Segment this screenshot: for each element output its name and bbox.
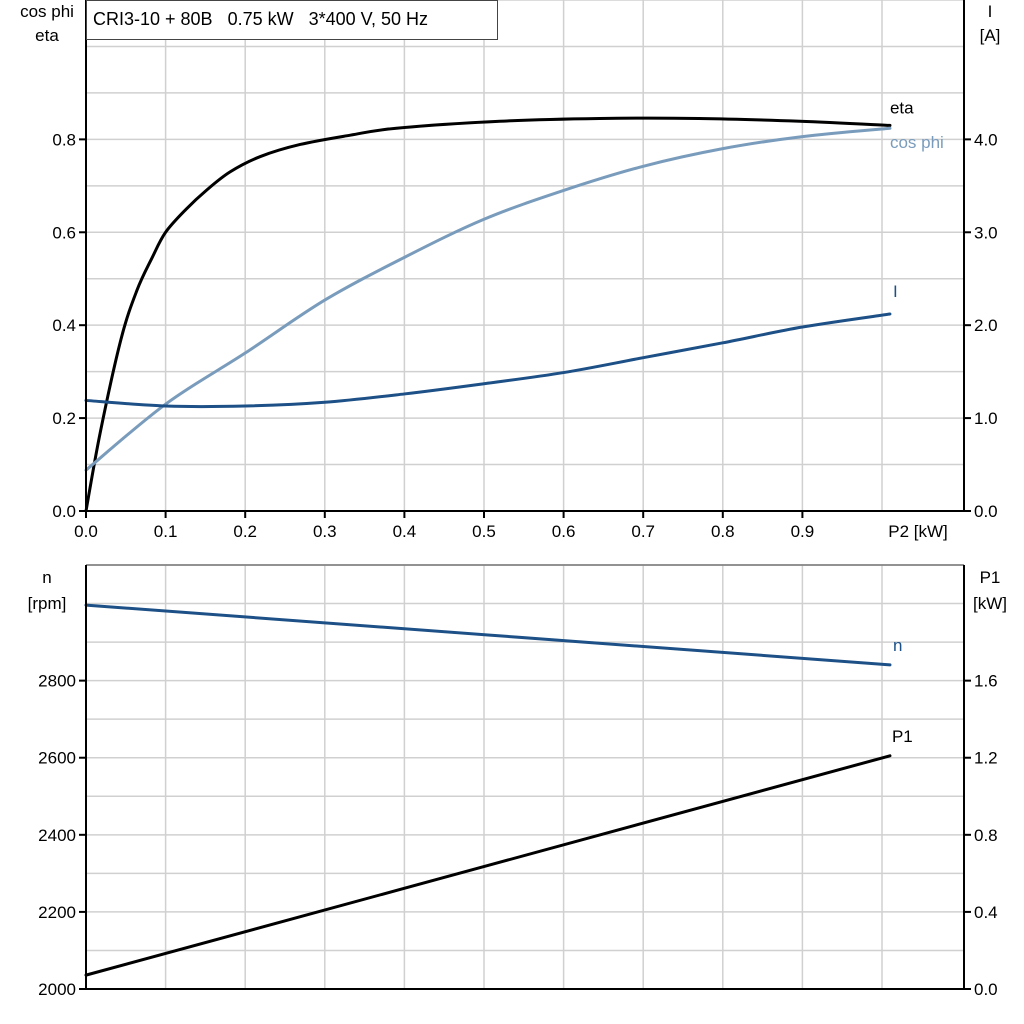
left-tick-label: 2400 <box>38 826 76 845</box>
x-tick-label: 0.5 <box>472 522 496 541</box>
series-label-eta: eta <box>890 98 914 117</box>
x-tick-label: 0.1 <box>154 522 178 541</box>
x-tick-label: 0.0 <box>74 522 98 541</box>
left-axis-unit: eta <box>35 26 59 45</box>
series-label-P1: P1 <box>892 727 913 746</box>
left-axis-unit: [rpm] <box>28 594 67 613</box>
title-box <box>86 0 498 40</box>
left-axis-title: n <box>42 568 51 587</box>
tick-labels: 0.0 0.2 0.4 0.6 0.8 0.0 1.0 2.0 3.0 4.0 cos phi eta… <box>20 2 1007 999</box>
top-grid <box>86 0 964 511</box>
series-I <box>84 312 892 409</box>
right-tick-label: 4.0 <box>974 130 998 149</box>
x-tick-label: 0.9 <box>791 522 815 541</box>
left-tick-label: 2800 <box>38 672 76 691</box>
x-tick-label: 0.3 <box>313 522 337 541</box>
x-tick-label: 0.8 <box>711 522 735 541</box>
series-label-cos-phi: cos phi <box>890 133 944 152</box>
right-axis-unit: [kW] <box>973 594 1007 613</box>
series-lines <box>84 116 892 977</box>
right-axis-title: P1 <box>980 568 1001 587</box>
right-tick-label: 1.0 <box>974 409 998 428</box>
left-tick-label: 2600 <box>38 749 76 768</box>
series-label-I: I <box>893 282 898 301</box>
series-cos-phi <box>84 126 892 472</box>
right-tick-label: 2.0 <box>974 316 998 335</box>
x-tick-label: 0.2 <box>233 522 257 541</box>
left-tick-label: 0.8 <box>52 130 76 149</box>
right-tick-label: 0.0 <box>974 980 998 999</box>
right-tick-label: 1.2 <box>974 749 998 768</box>
bottom-grid <box>86 564 964 989</box>
right-tick-label: 3.0 <box>974 223 998 242</box>
x-tick-label: 0.7 <box>631 522 655 541</box>
right-axis-unit: [A] <box>980 26 1001 45</box>
right-tick-label: 0.0 <box>974 502 998 521</box>
x-tick-label: 0.4 <box>393 522 417 541</box>
left-axis-title: cos phi <box>20 2 74 21</box>
left-tick-label: 0.2 <box>52 409 76 428</box>
left-tick-label: 2000 <box>38 980 76 999</box>
right-axis-title: I <box>988 2 993 21</box>
series-label-n: n <box>893 636 902 655</box>
left-tick-label: 0.6 <box>52 223 76 242</box>
left-tick-label: 0.0 <box>52 502 76 521</box>
x-tick-label: 0.6 <box>552 522 576 541</box>
axes <box>79 0 971 990</box>
left-tick-label: 0.4 <box>52 316 76 335</box>
series-P1 <box>84 754 892 977</box>
series-eta <box>84 116 892 513</box>
right-tick-label: 1.6 <box>974 672 998 691</box>
chart-title: CRI3-10 + 80B 0.75 kW 3*400 V, 50 Hz <box>93 9 428 29</box>
x-axis-title: P2 [kW] <box>888 522 948 541</box>
right-tick-label: 0.8 <box>974 826 998 845</box>
left-tick-label: 2200 <box>38 903 76 922</box>
right-tick-label: 0.4 <box>974 903 998 922</box>
series-n <box>84 603 892 667</box>
